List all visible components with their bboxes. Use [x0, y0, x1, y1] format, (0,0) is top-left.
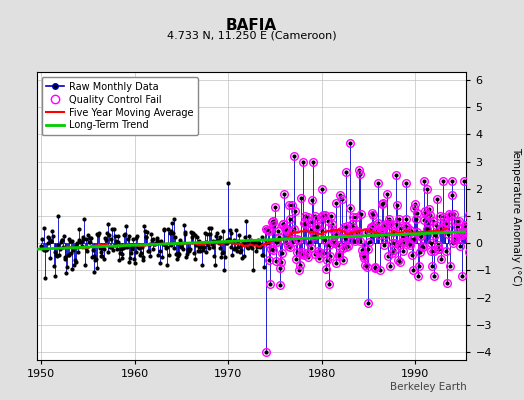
Legend: Raw Monthly Data, Quality Control Fail, Five Year Moving Average, Long-Term Tren: Raw Monthly Data, Quality Control Fail, …: [41, 77, 198, 135]
Text: Berkeley Earth: Berkeley Earth: [390, 382, 466, 392]
Y-axis label: Temperature Anomaly (°C): Temperature Anomaly (°C): [511, 146, 521, 286]
Text: BAFIA: BAFIA: [226, 18, 277, 33]
Text: 4.733 N, 11.250 E (Cameroon): 4.733 N, 11.250 E (Cameroon): [167, 30, 336, 40]
